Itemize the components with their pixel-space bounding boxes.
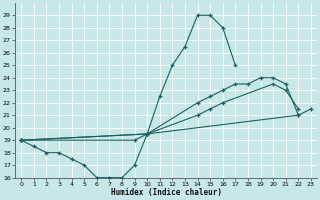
X-axis label: Humidex (Indice chaleur): Humidex (Indice chaleur): [111, 188, 221, 197]
